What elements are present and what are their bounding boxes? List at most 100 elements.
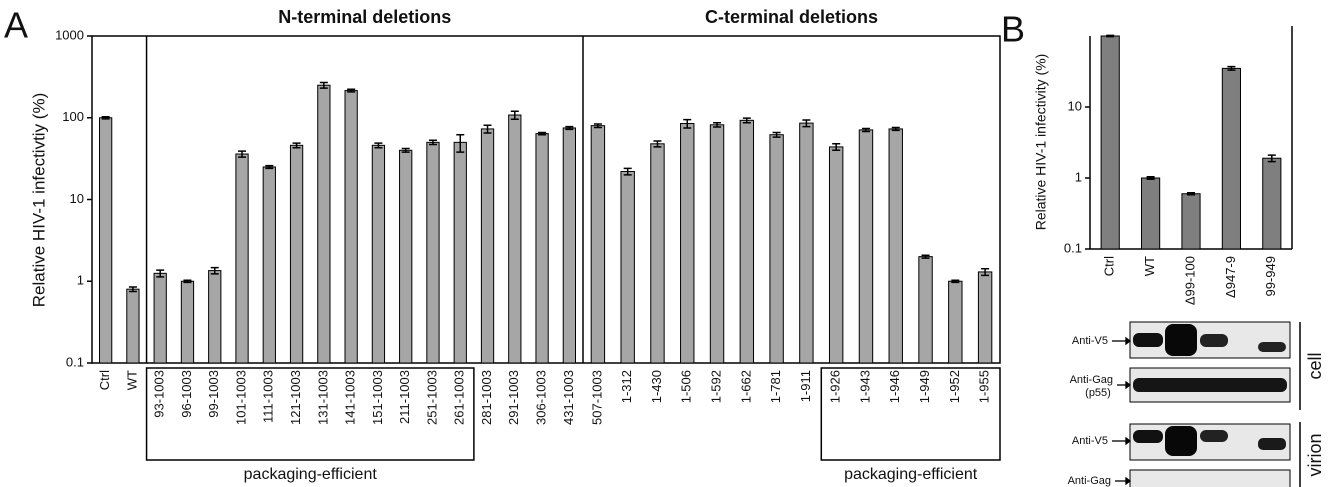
x-tick-label: 306-1003 [534,370,549,425]
error-bar [428,139,437,146]
panel-label: B [1001,9,1025,50]
x-tick-label: 251-1003 [424,370,439,425]
bar [739,119,755,364]
blot-band [1258,438,1286,450]
bar [208,270,222,364]
x-tick-label: 211-1003 [397,370,412,424]
blot-band [1133,333,1163,347]
blot-band [1133,378,1287,392]
x-tick-label: 1-662 [738,370,753,403]
y-tick-label: 0.1 [66,354,84,369]
bar [180,280,195,364]
y-axis-label: Relative HIV-1 infectivtiy (%) [29,93,48,307]
bar [426,141,440,364]
y-axis-label: Relative HIV-1 infectivity (%) [1033,54,1049,231]
error-bar [401,147,410,153]
error-bar [210,266,219,275]
bar [828,146,844,364]
blot-band [1165,324,1197,356]
blot-label: Anti-Gag [1068,475,1111,487]
x-tick-label: 1-781 [768,370,783,403]
x-tick-label: Ctrl [1102,256,1117,276]
bar [508,114,522,364]
error-bar [772,131,781,138]
error-bar [128,286,137,293]
error-bar [101,115,110,120]
blot-band [1133,430,1163,443]
x-tick-label: 151-1003 [370,370,385,425]
error-bar [891,126,900,132]
error-bar [238,150,247,158]
x-tick-label: 281-1003 [479,370,494,425]
bracket-box [145,367,475,461]
error-bar [951,279,960,284]
bar [153,272,167,364]
blot-sublabel: (p55) [1085,387,1111,399]
error-bar [981,268,990,277]
y-tick-label: 1000 [55,27,84,42]
blot-group: cell [1305,352,1325,379]
error-bar [565,125,574,131]
bar [371,144,386,364]
error-bar [921,254,930,259]
blot-label: Anti-V5 [1072,335,1108,347]
group-label: C-terminal deletions [705,7,878,27]
x-tick-label: Δ99-100 [1182,256,1197,305]
bar [1181,193,1201,250]
error-bar [374,142,383,149]
error-bar [183,279,192,284]
arrows [1112,336,1132,486]
group-label: N-terminal deletions [278,7,451,27]
y-tick-label: 0.1 [1064,240,1082,255]
x-tick-label: 1-952 [947,370,962,403]
box-label: packaging-efficient [844,466,978,483]
panel-label: A [4,5,28,46]
bar [480,128,495,364]
error-bar [653,140,662,148]
blot-band [1258,342,1286,352]
error-bar [623,167,632,176]
bar [535,133,549,364]
x-tick-label: 291-1003 [506,370,521,425]
blot-band [1200,430,1228,442]
x-tick-label: 131-1003 [315,370,330,425]
x-tick-label: 141-1003 [343,370,358,425]
y-tick-label: 1 [77,273,84,288]
bar [799,122,814,364]
y-tick-label: 10 [70,191,84,206]
error-bar [1106,34,1115,38]
western-blots: Anti-V5 Anti-Gag (p55) Anti-V5 Anti-Gag … [1068,321,1325,487]
x-tick-label: 121-1003 [288,370,303,425]
x-tick-label: Δ947-9 [1223,256,1238,298]
x-tick-label: 99-949 [1263,256,1278,296]
bar [948,280,963,364]
x-tick-label: 101-1003 [233,370,248,425]
x-tick-label: 1-943 [857,370,872,403]
error-bar [319,81,328,89]
x-tick-label: WT [124,370,139,390]
y-tick-label: 10 [1068,98,1082,113]
y-tick-label: 100 [62,109,84,124]
x-tick-label: 1-946 [887,370,902,403]
error-bar [292,142,301,149]
x-tick-label: WT [1142,256,1157,276]
error-bar [1267,154,1276,163]
error-bar [861,127,870,133]
error-bar [156,269,165,278]
blot-label: Anti-V5 [1072,435,1108,447]
bar [262,166,276,364]
x-tick-label: 99-1003 [206,370,221,418]
error-bar [347,88,356,93]
x-tick-label: 96-1003 [179,370,194,418]
bar [769,134,784,364]
bar [235,153,249,364]
error-bar [538,131,547,136]
bar [99,117,113,364]
error-bar [1187,191,1195,196]
blot-label: Anti-Gag [1070,374,1113,386]
bar [1221,67,1241,250]
x-tick-label: 1-506 [679,370,694,403]
x-tick-label: 507-1003 [589,370,604,425]
error-bar [832,143,841,152]
